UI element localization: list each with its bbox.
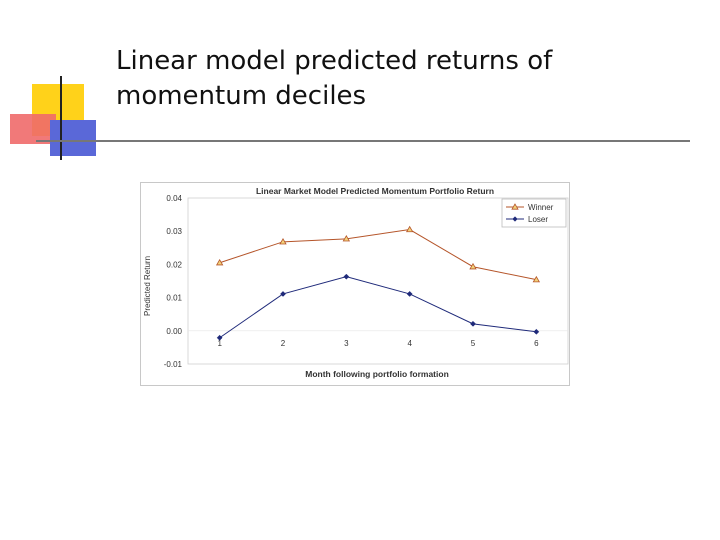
x-tick-label: 6 bbox=[534, 339, 539, 348]
x-tick-label: 2 bbox=[281, 339, 286, 348]
decor-red-square bbox=[10, 114, 56, 144]
legend: Winner Loser bbox=[501, 198, 567, 228]
slide-title-line-2: momentum deciles bbox=[116, 81, 367, 111]
legend-marker bbox=[511, 203, 519, 210]
y-tick-labels: 0.04 0.03 0.02 0.01 0.00 -0.01 bbox=[164, 194, 183, 369]
y-tick-label: 0.04 bbox=[166, 194, 182, 203]
y-axis-label: Predicted Return bbox=[143, 256, 152, 316]
x-tick-label: 3 bbox=[344, 339, 349, 348]
y-tick-label: -0.01 bbox=[164, 360, 183, 369]
legend-label: Winner bbox=[528, 203, 554, 212]
data-point-loser bbox=[533, 328, 540, 335]
decor-vertical-line bbox=[60, 76, 62, 160]
data-point-winner bbox=[279, 238, 287, 245]
x-tick-label: 5 bbox=[471, 339, 476, 348]
title-divider-line bbox=[36, 140, 690, 142]
series-layer bbox=[215, 225, 541, 341]
legend-box bbox=[501, 198, 567, 228]
x-tick-label: 4 bbox=[407, 339, 412, 348]
data-point-winner bbox=[469, 262, 477, 270]
y-tick-label: 0.03 bbox=[166, 227, 182, 236]
legend-label: Loser bbox=[528, 215, 548, 224]
y-tick-label: 0.01 bbox=[166, 294, 182, 303]
legend-marker bbox=[512, 216, 518, 222]
data-point-loser bbox=[216, 334, 223, 341]
series-line-winner bbox=[219, 229, 537, 281]
y-tick-label: 0.02 bbox=[166, 260, 182, 269]
x-tick-labels: 1 2 3 4 5 6 bbox=[188, 330, 568, 348]
data-point-loser bbox=[406, 290, 413, 297]
chart-title: Linear Market Model Predicted Momentum P… bbox=[256, 186, 494, 196]
series-line-loser bbox=[219, 276, 537, 339]
data-point-winner bbox=[532, 275, 541, 283]
slide-title: Linear model predicted returns of moment… bbox=[116, 44, 552, 114]
data-point-loser bbox=[280, 290, 286, 297]
data-point-winner bbox=[342, 235, 351, 242]
line-chart: Linear Market Model Predicted Momentum P… bbox=[140, 182, 570, 386]
x-tick-label: 1 bbox=[217, 339, 222, 348]
data-point-loser bbox=[470, 320, 476, 327]
data-point-winner bbox=[215, 258, 224, 266]
data-point-loser bbox=[343, 273, 350, 280]
slide-title-line-1: Linear model predicted returns of bbox=[116, 46, 553, 76]
x-axis-label: Month following portfolio formation bbox=[305, 369, 449, 379]
y-tick-label: 0.00 bbox=[166, 327, 182, 336]
data-point-winner bbox=[405, 225, 414, 233]
decor-blue-square bbox=[50, 120, 96, 156]
